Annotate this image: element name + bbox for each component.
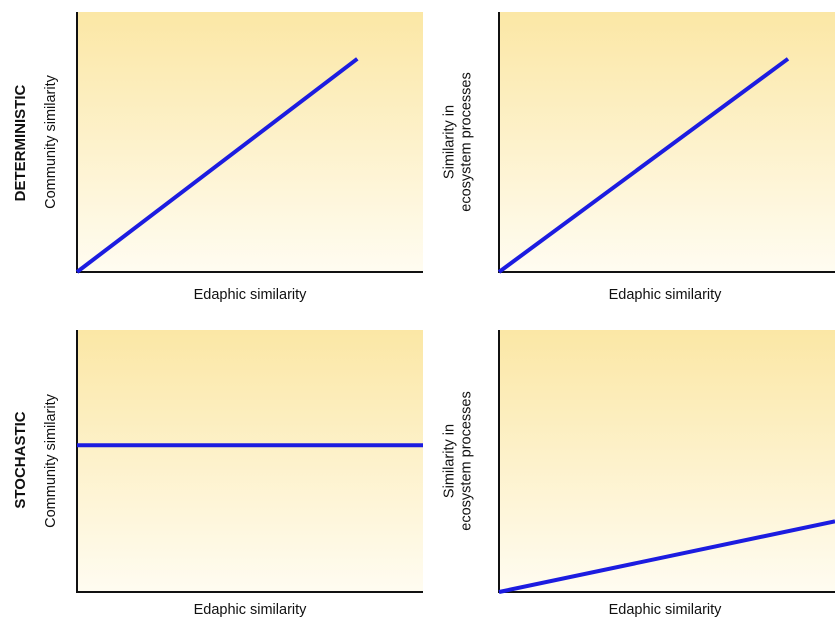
row-label-stochastic: STOCHASTIC [12,411,29,508]
y-axis-label: ecosystem processes [459,391,475,530]
y-axis-label: Community similarity [43,393,59,527]
series-line [75,57,359,274]
y-axis-label: Community similarity [43,74,59,208]
panel-2: Edaphic similarity Similarity in ecosystem… [442,12,835,303]
y-axis-label: ecosystem processes [459,72,475,211]
x-axis-label: Edaphic similarity [609,602,723,618]
x-axis-label: Edaphic similarity [194,287,308,303]
series-line [497,57,790,274]
plot-background [77,330,423,592]
series-line [498,519,835,594]
x-axis-label: Edaphic similarity [609,287,723,303]
plot-background [499,330,835,592]
panel-4: Edaphic similarity Similarity in ecosystem… [442,330,835,618]
panel-3: Edaphic similarity Community similarity [43,330,423,618]
panel-1: Edaphic similarity Community similarity [43,12,423,303]
x-axis-label: Edaphic similarity [194,602,308,618]
y-axis-label: Similarity in [442,105,458,179]
row-label-deterministic: DETERMINISTIC [12,85,29,202]
y-axis-label: Similarity in [442,424,458,498]
